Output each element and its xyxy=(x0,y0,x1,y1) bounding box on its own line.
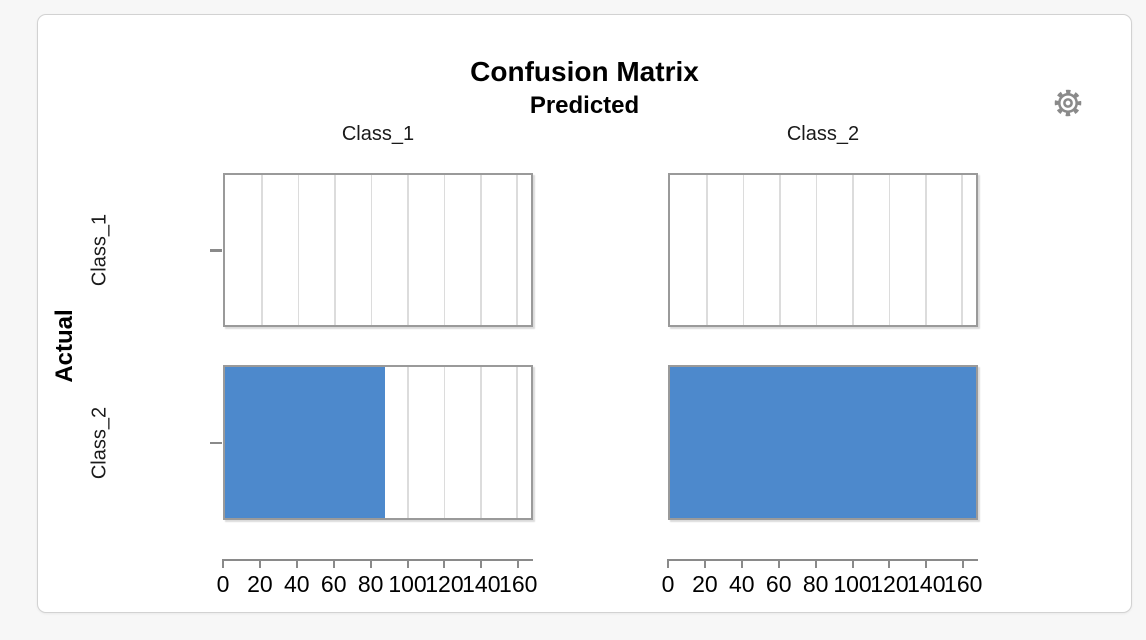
gridline xyxy=(779,175,781,325)
column-label-Class_1: Class_1 xyxy=(341,123,415,145)
gridline xyxy=(370,175,373,325)
x-tick-label: 100 xyxy=(388,571,427,597)
x-axis-tick xyxy=(295,559,298,568)
row-label-Class_1: Class_1 xyxy=(88,213,111,287)
gridline xyxy=(480,367,482,518)
panel-actual-Class_2-pred-Class_1 xyxy=(223,365,533,520)
gridline xyxy=(516,367,518,518)
x-tick-label: 20 xyxy=(247,571,273,597)
x-axis-tick xyxy=(406,559,409,568)
panel-actual-Class_1-pred-Class_2 xyxy=(668,173,978,327)
x-tick-label: 0 xyxy=(216,571,230,597)
gridline xyxy=(407,175,409,325)
panel-actual-Class_2-pred-Class_2 xyxy=(668,365,978,520)
x-tick-label: 100 xyxy=(833,571,872,597)
row-label-Class_2: Class_2 xyxy=(88,406,111,479)
x-tick-label: 40 xyxy=(284,571,310,597)
gridline xyxy=(297,175,300,325)
x-axis-tick xyxy=(962,559,965,568)
x-axis-line xyxy=(668,559,978,561)
gridline xyxy=(407,367,409,518)
x-tick-label: 120 xyxy=(870,571,909,597)
gridline xyxy=(961,175,963,325)
results-card: Confusion Matrix Predicted Actual Class_… xyxy=(37,14,1132,613)
x-tick-label: 80 xyxy=(357,571,384,597)
x-axis-tick xyxy=(332,559,335,568)
x-axis-tick xyxy=(258,559,261,568)
x-axis-tick xyxy=(777,559,780,568)
x-tick-label: 0 xyxy=(661,571,675,597)
x-tick-label: 140 xyxy=(907,571,946,597)
column-label-Class_2: Class_2 xyxy=(786,123,860,145)
gridline xyxy=(925,175,927,325)
x-axis-tick xyxy=(369,559,372,568)
confusion-matrix-chart: Class_1 0 20 40 60 80 100 120 140 160 Class_2 0 20 40… xyxy=(38,15,1131,612)
settings-button[interactable] xyxy=(1048,83,1088,123)
gridline xyxy=(443,175,446,325)
x-tick-label: 40 xyxy=(729,571,755,597)
x-tick-label: 60 xyxy=(320,571,347,597)
gridline xyxy=(480,175,482,325)
x-tick-label: 60 xyxy=(765,571,792,597)
x-tick-label: 160 xyxy=(944,571,983,597)
row-category-tick xyxy=(210,249,222,252)
x-axis-tick xyxy=(703,559,706,568)
gridline xyxy=(815,175,818,325)
x-tick-label: 20 xyxy=(692,571,718,597)
gridline xyxy=(852,175,854,325)
row-category-tick xyxy=(210,441,222,444)
gear-icon xyxy=(1054,89,1082,117)
gridline xyxy=(742,175,745,325)
x-axis-tick xyxy=(480,559,483,568)
bar-actual-Class_2-pred-Class_1 xyxy=(225,367,386,518)
x-axis-tick xyxy=(851,559,854,568)
gridline xyxy=(261,175,263,325)
x-axis-line xyxy=(223,559,533,561)
x-tick-label: 140 xyxy=(462,571,501,597)
x-axis-tick xyxy=(814,559,817,568)
x-tick-label: 80 xyxy=(802,571,829,597)
gridline xyxy=(443,367,446,518)
x-tick-label: 160 xyxy=(499,571,538,597)
gridline xyxy=(334,175,336,325)
x-axis-tick xyxy=(443,559,446,568)
panel-actual-Class_1-pred-Class_1 xyxy=(223,173,533,327)
gridline xyxy=(706,175,708,325)
x-tick-label: 120 xyxy=(425,571,464,597)
x-axis-tick xyxy=(222,559,224,568)
x-axis-tick xyxy=(888,559,891,568)
x-axis-tick xyxy=(667,559,669,568)
gridline xyxy=(888,175,891,325)
gridline xyxy=(516,175,518,325)
predicted-axis-title: Predicted xyxy=(529,92,640,119)
x-axis-tick xyxy=(517,559,520,568)
x-axis-tick xyxy=(740,559,743,568)
chart-title: Confusion Matrix xyxy=(470,56,699,87)
x-axis-tick xyxy=(925,559,928,568)
bar-actual-Class_2-pred-Class_2 xyxy=(670,367,976,518)
